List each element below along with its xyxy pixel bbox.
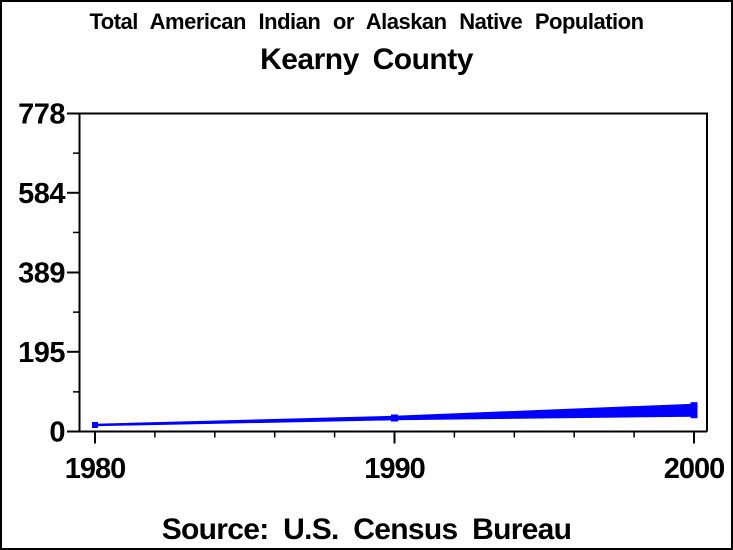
chart-subtitle: Kearny County (260, 43, 473, 76)
x-tick-label: 1990 (364, 453, 425, 485)
y-tick-label: 389 (18, 258, 65, 290)
x-tick-label: 2000 (664, 453, 725, 485)
series-line (95, 403, 694, 427)
x-tick-label: 1980 (65, 453, 126, 485)
y-tick-label: 195 (18, 337, 65, 369)
data-point-marker (391, 414, 398, 422)
data-point-marker (92, 422, 98, 428)
y-tick-label: 0 (49, 417, 65, 449)
data-point-marker (690, 402, 698, 419)
plot-frame (79, 112, 708, 432)
source-caption: Source: U.S. Census Bureau (161, 513, 572, 546)
y-tick-label: 778 (18, 99, 65, 131)
chart-title: Total American Indian or Alaskan Native … (89, 9, 644, 34)
y-tick-label: 584 (18, 178, 65, 210)
